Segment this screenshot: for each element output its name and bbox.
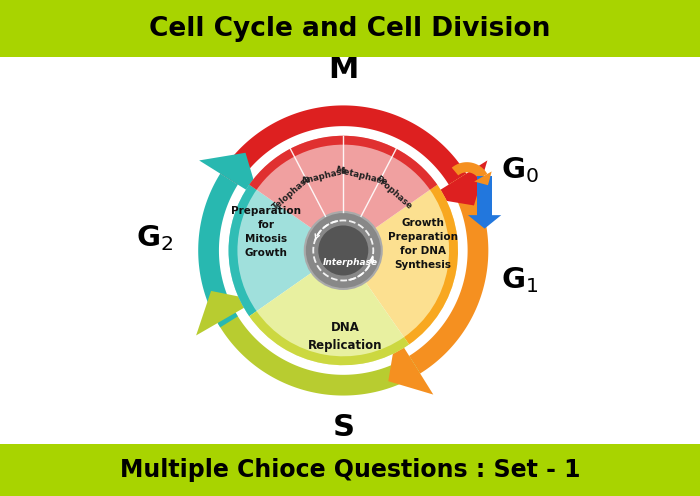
Text: G$_2$: G$_2$ bbox=[136, 223, 173, 253]
Polygon shape bbox=[452, 162, 487, 179]
Text: Anaphase: Anaphase bbox=[301, 166, 349, 186]
Polygon shape bbox=[468, 215, 501, 229]
Text: Prophase: Prophase bbox=[374, 175, 414, 211]
Text: Preparation
for
Mitosis
Growth: Preparation for Mitosis Growth bbox=[231, 206, 301, 258]
Circle shape bbox=[304, 212, 382, 289]
Text: Cell Cycle and Cell Division: Cell Cycle and Cell Division bbox=[149, 15, 551, 42]
Text: S: S bbox=[332, 413, 354, 441]
Polygon shape bbox=[218, 312, 420, 395]
Wedge shape bbox=[249, 136, 438, 190]
Wedge shape bbox=[229, 185, 257, 316]
Polygon shape bbox=[410, 174, 489, 373]
Text: Multiple Chioce Questions : Set - 1: Multiple Chioce Questions : Set - 1 bbox=[120, 458, 580, 482]
Polygon shape bbox=[196, 291, 257, 335]
Text: Metaphase: Metaphase bbox=[335, 165, 388, 187]
Text: G$_0$: G$_0$ bbox=[501, 156, 539, 186]
Polygon shape bbox=[474, 172, 491, 185]
Text: M: M bbox=[328, 55, 358, 84]
Wedge shape bbox=[249, 273, 409, 365]
Text: Growth
Preparation
for DNA
Synthesis: Growth Preparation for DNA Synthesis bbox=[389, 218, 459, 270]
Text: G$_1$: G$_1$ bbox=[501, 265, 538, 295]
Wedge shape bbox=[229, 185, 312, 316]
Text: Telophase: Telophase bbox=[272, 174, 314, 212]
Text: Interphase: Interphase bbox=[323, 257, 377, 266]
Wedge shape bbox=[404, 185, 458, 344]
Wedge shape bbox=[365, 185, 458, 344]
Polygon shape bbox=[199, 153, 259, 198]
Polygon shape bbox=[428, 160, 487, 205]
Text: DNA
Replication: DNA Replication bbox=[308, 321, 382, 352]
Circle shape bbox=[318, 226, 368, 275]
Polygon shape bbox=[220, 106, 466, 185]
Polygon shape bbox=[477, 177, 492, 217]
Polygon shape bbox=[389, 335, 433, 395]
Wedge shape bbox=[249, 136, 438, 228]
Polygon shape bbox=[198, 174, 238, 327]
Wedge shape bbox=[249, 311, 409, 365]
